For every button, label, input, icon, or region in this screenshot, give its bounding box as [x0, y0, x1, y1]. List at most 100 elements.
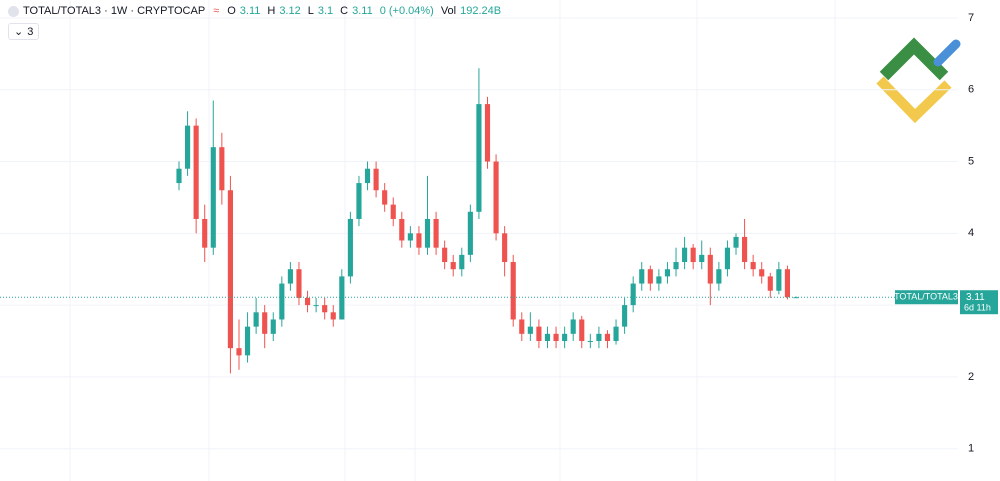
candle-body [407, 233, 413, 241]
candle-body [579, 319, 585, 342]
y-tick-label: 5 [968, 155, 974, 167]
candle-body [399, 218, 405, 241]
candle-body [682, 247, 688, 263]
candle-body [390, 204, 396, 219]
candle-body [424, 218, 431, 248]
candle-body [553, 333, 559, 342]
candle-body [647, 269, 653, 284]
candle-body [502, 233, 508, 263]
candle-body [476, 104, 482, 212]
candle-body [253, 312, 259, 327]
ohlc-value: 3.12 [279, 5, 301, 17]
candle-body [287, 269, 293, 284]
candle-body [339, 276, 345, 320]
candle-body [304, 297, 311, 306]
y-tick-label: 7 [968, 12, 974, 24]
candle-body [330, 312, 336, 320]
candle-body [244, 326, 251, 356]
ohlc-label: C [340, 5, 349, 17]
candle-body [742, 236, 748, 263]
logo-blue [933, 39, 961, 67]
candle-body [433, 218, 439, 248]
candle-body [493, 161, 499, 234]
candle-body [596, 333, 602, 342]
candle-body [527, 326, 533, 334]
candle-body [459, 254, 465, 270]
candle-body [236, 348, 242, 356]
candle-body [733, 236, 739, 248]
candle-body [544, 333, 551, 342]
candle-body [750, 262, 756, 270]
symbol-tag-label: TOTAL/TOTAL3 [894, 292, 958, 302]
y-tick-label: 2 [968, 371, 974, 383]
candle-body [356, 183, 362, 219]
candle-body [639, 269, 645, 284]
candle-body [664, 269, 671, 277]
logo [876, 37, 961, 124]
candle-body [364, 168, 371, 184]
candle-body [767, 276, 773, 291]
candle-body [570, 319, 576, 334]
candle-body [193, 125, 199, 219]
ohlc-value: 3.11 [352, 5, 373, 17]
ohlc-label: O [227, 5, 236, 17]
candle-body [347, 218, 353, 277]
candle-body [776, 269, 782, 291]
candle-body [176, 168, 182, 184]
candle-body [519, 319, 525, 334]
time-grid [69, 0, 836, 481]
indicator-toggle[interactable]: ⌄ 3 [8, 23, 40, 40]
candle-body [442, 247, 448, 263]
chart-title: TOTAL/TOTAL3 · 1W · CRYPTOCAP [23, 5, 206, 17]
logo-green [879, 37, 949, 81]
price-tag-value: 3.11 [966, 292, 985, 303]
ohlc-value: 3.11 [239, 5, 261, 17]
ohlc-label: H [267, 5, 276, 17]
candle-body [219, 147, 225, 191]
symbol-icon [8, 5, 19, 17]
status-icon: ≈ [213, 5, 220, 17]
candle-body [587, 341, 593, 343]
candle-body [450, 262, 456, 270]
y-tick-label: 1 [968, 443, 974, 455]
candle-body [467, 211, 473, 255]
candle-body [227, 190, 233, 349]
candle-body [604, 333, 611, 342]
candle-body [484, 104, 491, 162]
volume: 192.24B [460, 5, 502, 17]
candle-body [416, 233, 422, 248]
candle-body [613, 326, 619, 342]
price-tag [960, 290, 998, 315]
y-tick-label: 4 [968, 227, 974, 239]
candle-body [656, 276, 662, 284]
symbol-tag [895, 290, 958, 305]
candle-body [622, 305, 628, 327]
volume-label: Vol [440, 5, 457, 17]
candle-body [630, 283, 636, 306]
candle-body [296, 269, 302, 298]
candle-body [202, 218, 208, 248]
candle-body [184, 125, 191, 169]
candle-body [724, 247, 731, 270]
change: 0 (+0.04%) [379, 5, 434, 17]
candle-body [313, 305, 319, 307]
ohlc-label: L [307, 5, 314, 17]
candle-body [373, 168, 379, 191]
logo-yellow [876, 76, 952, 124]
candle-body [536, 326, 542, 342]
candle-body [510, 262, 516, 320]
candle-body [690, 247, 696, 263]
candle-body [382, 190, 388, 205]
candle-body [716, 269, 722, 284]
candle-body [210, 147, 216, 248]
candle-body [279, 283, 285, 320]
indicator-count: 3 [27, 26, 34, 38]
candle-body [759, 269, 765, 277]
countdown: 6d 11h [964, 303, 991, 313]
candle-body [322, 305, 328, 313]
candle-body [707, 254, 713, 284]
candle-body [699, 254, 705, 263]
